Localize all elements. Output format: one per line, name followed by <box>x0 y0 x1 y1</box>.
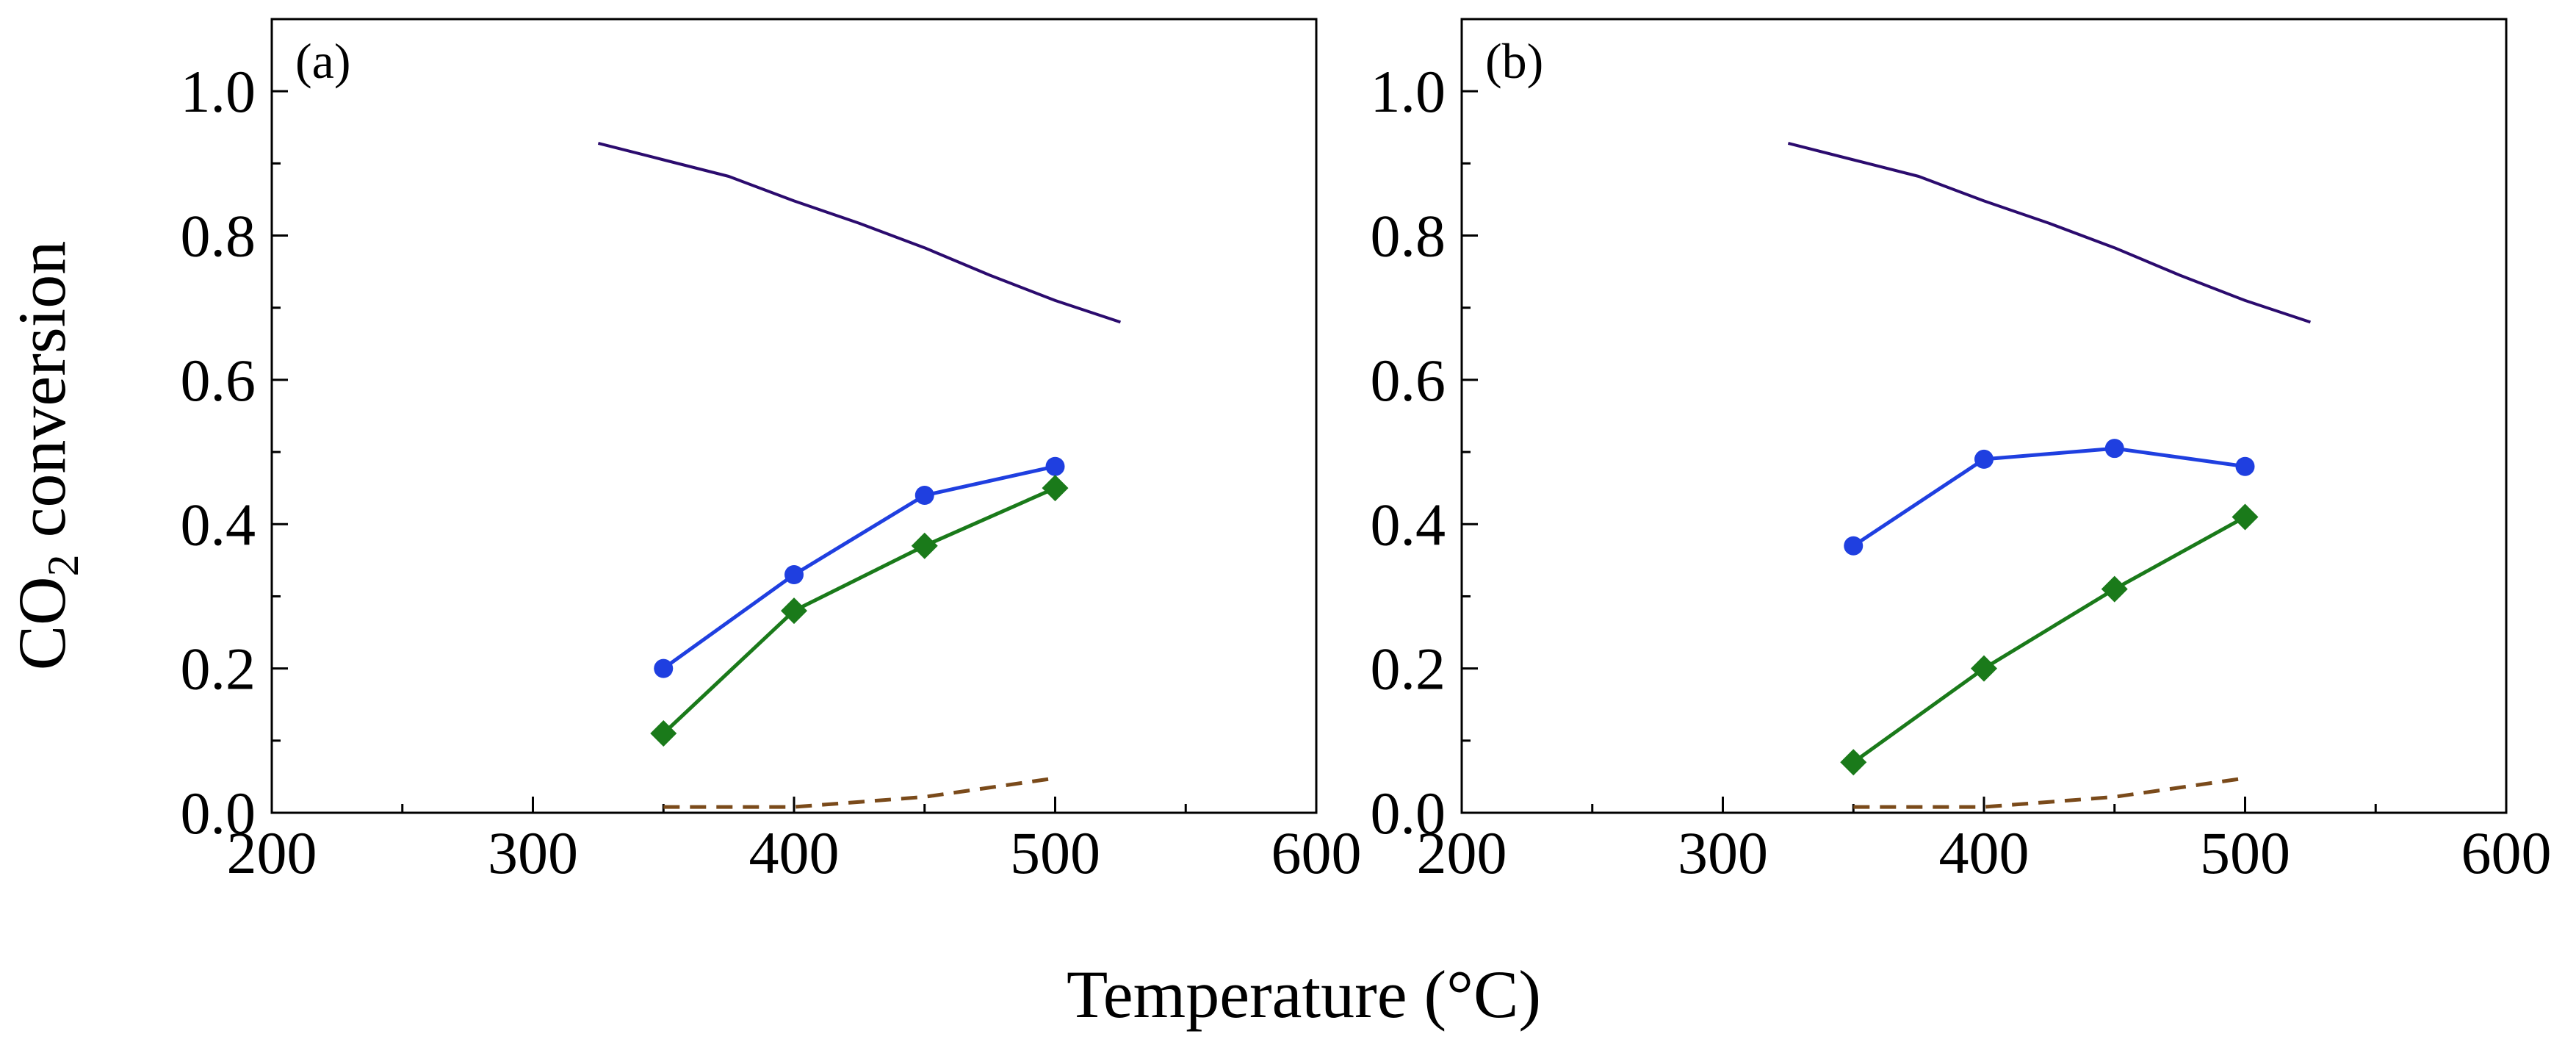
x-tick-label: 500 <box>1010 819 1100 886</box>
series-diamond-point <box>1042 475 1069 502</box>
x-tick-label: 300 <box>1678 819 1768 886</box>
y-tick-label: 0.0 <box>181 780 256 847</box>
equilibrium-line <box>1787 141 2312 324</box>
y-tick-label: 0.6 <box>1371 347 1446 414</box>
panel-b: 200 300 400 500 600 0.0 0.2 0.4 0.6 0.8 1.0 (b) <box>1371 18 2552 886</box>
y-tick-label: 0.2 <box>181 636 256 703</box>
series-diamond-line <box>1852 515 2246 764</box>
series-circle-point <box>2235 456 2255 476</box>
series-circle-line <box>662 464 1056 670</box>
x-tick-label: 400 <box>749 819 840 886</box>
series-diamond-point <box>650 720 677 747</box>
x-axis-title: Temperature (°C) <box>1067 957 1541 1032</box>
x-tick-label: 200 <box>1417 819 1507 886</box>
y-tick-label: 0.4 <box>1371 491 1446 558</box>
y-tick-label: 0.8 <box>1371 203 1446 270</box>
series-diamond-point <box>2232 503 2259 531</box>
panel-label: (a) <box>295 33 350 89</box>
series-circle-point <box>1844 536 1864 556</box>
y-tick-label: 0.6 <box>181 347 256 414</box>
x-tick-label: 600 <box>2461 819 2552 886</box>
series-circle-point <box>654 658 674 678</box>
x-tick-label: 500 <box>2200 819 2290 886</box>
series-circle-point <box>784 565 804 584</box>
y-tick-label: 0.2 <box>1371 636 1446 703</box>
plot-frame <box>1460 18 2508 814</box>
x-tick-label: 600 <box>1271 819 1362 886</box>
panel-label: (b) <box>1485 33 1543 89</box>
series-diamond-point <box>781 597 807 625</box>
series-diamond-point <box>2101 575 2128 603</box>
plot-frame <box>270 18 1318 814</box>
y-axis-title-subscript: 2 <box>39 554 87 576</box>
series-diamond-point <box>911 532 938 559</box>
series-circle-point <box>2104 439 2124 459</box>
y-tick-label: 1.0 <box>1371 58 1446 125</box>
series-dashed-line <box>663 776 1056 809</box>
series-circle-point <box>1045 456 1065 476</box>
series-diamond-point <box>1971 655 1997 682</box>
series-diamond-line <box>662 486 1056 735</box>
series-circle-line <box>1852 446 2245 547</box>
series-dashed-line <box>1853 776 2245 809</box>
y-axis-title: CO2 conversion <box>4 241 87 670</box>
y-tick-label: 0.0 <box>1371 780 1446 847</box>
x-tick-label: 200 <box>227 819 317 886</box>
x-tick-label: 300 <box>488 819 578 886</box>
y-tick-label: 0.4 <box>181 491 256 558</box>
panel-a: 200 300 400 500 600 0.0 0.2 0.4 0.6 0.8 1.0 (a) <box>181 18 1362 886</box>
y-tick-label: 0.8 <box>181 203 256 270</box>
series-diamond-point <box>1840 749 1867 776</box>
series-circle-point <box>1974 449 1994 469</box>
y-tick-label: 1.0 <box>181 58 256 125</box>
y-axis-title-suffix: conversion <box>4 241 79 555</box>
equilibrium-line <box>597 141 1122 324</box>
series-circle-point <box>914 486 934 505</box>
x-tick-label: 400 <box>1939 819 2030 886</box>
y-axis-title-prefix: CO <box>4 576 79 670</box>
